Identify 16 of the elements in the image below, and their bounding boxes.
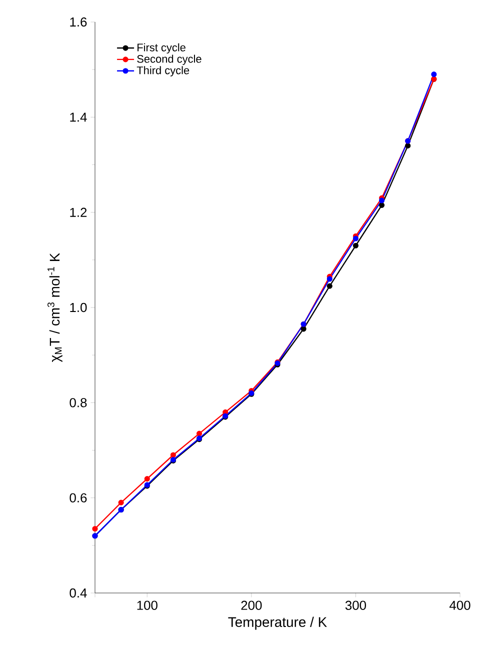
x-tick-label: 100 (137, 600, 158, 610)
x-axis-title: Temperature / K (228, 616, 327, 630)
y-axis-title: χ$_{M}$T / cm$^{3}$ mol$^{-1}$ K (47, 252, 62, 362)
y-tick-label: 0.4 (70, 588, 87, 598)
x-tick-label: 400 (449, 600, 470, 610)
y-tick-label: 1.4 (70, 112, 87, 122)
y-tick-label: 0.6 (70, 493, 87, 502)
legend-label: Third cycle (136, 66, 190, 76)
x-tick-label: 200 (241, 600, 262, 610)
legend-label: Second cycle (137, 54, 202, 65)
y-tick-label: 1.0 (70, 302, 87, 312)
y-tick-label: 0.8 (70, 398, 87, 408)
y-tick-label: 1.6 (70, 17, 87, 27)
legend-label: First cycle (138, 43, 186, 54)
x-tick-label: 300 (345, 600, 366, 610)
y-tick-label: 1.2 (70, 208, 87, 217)
